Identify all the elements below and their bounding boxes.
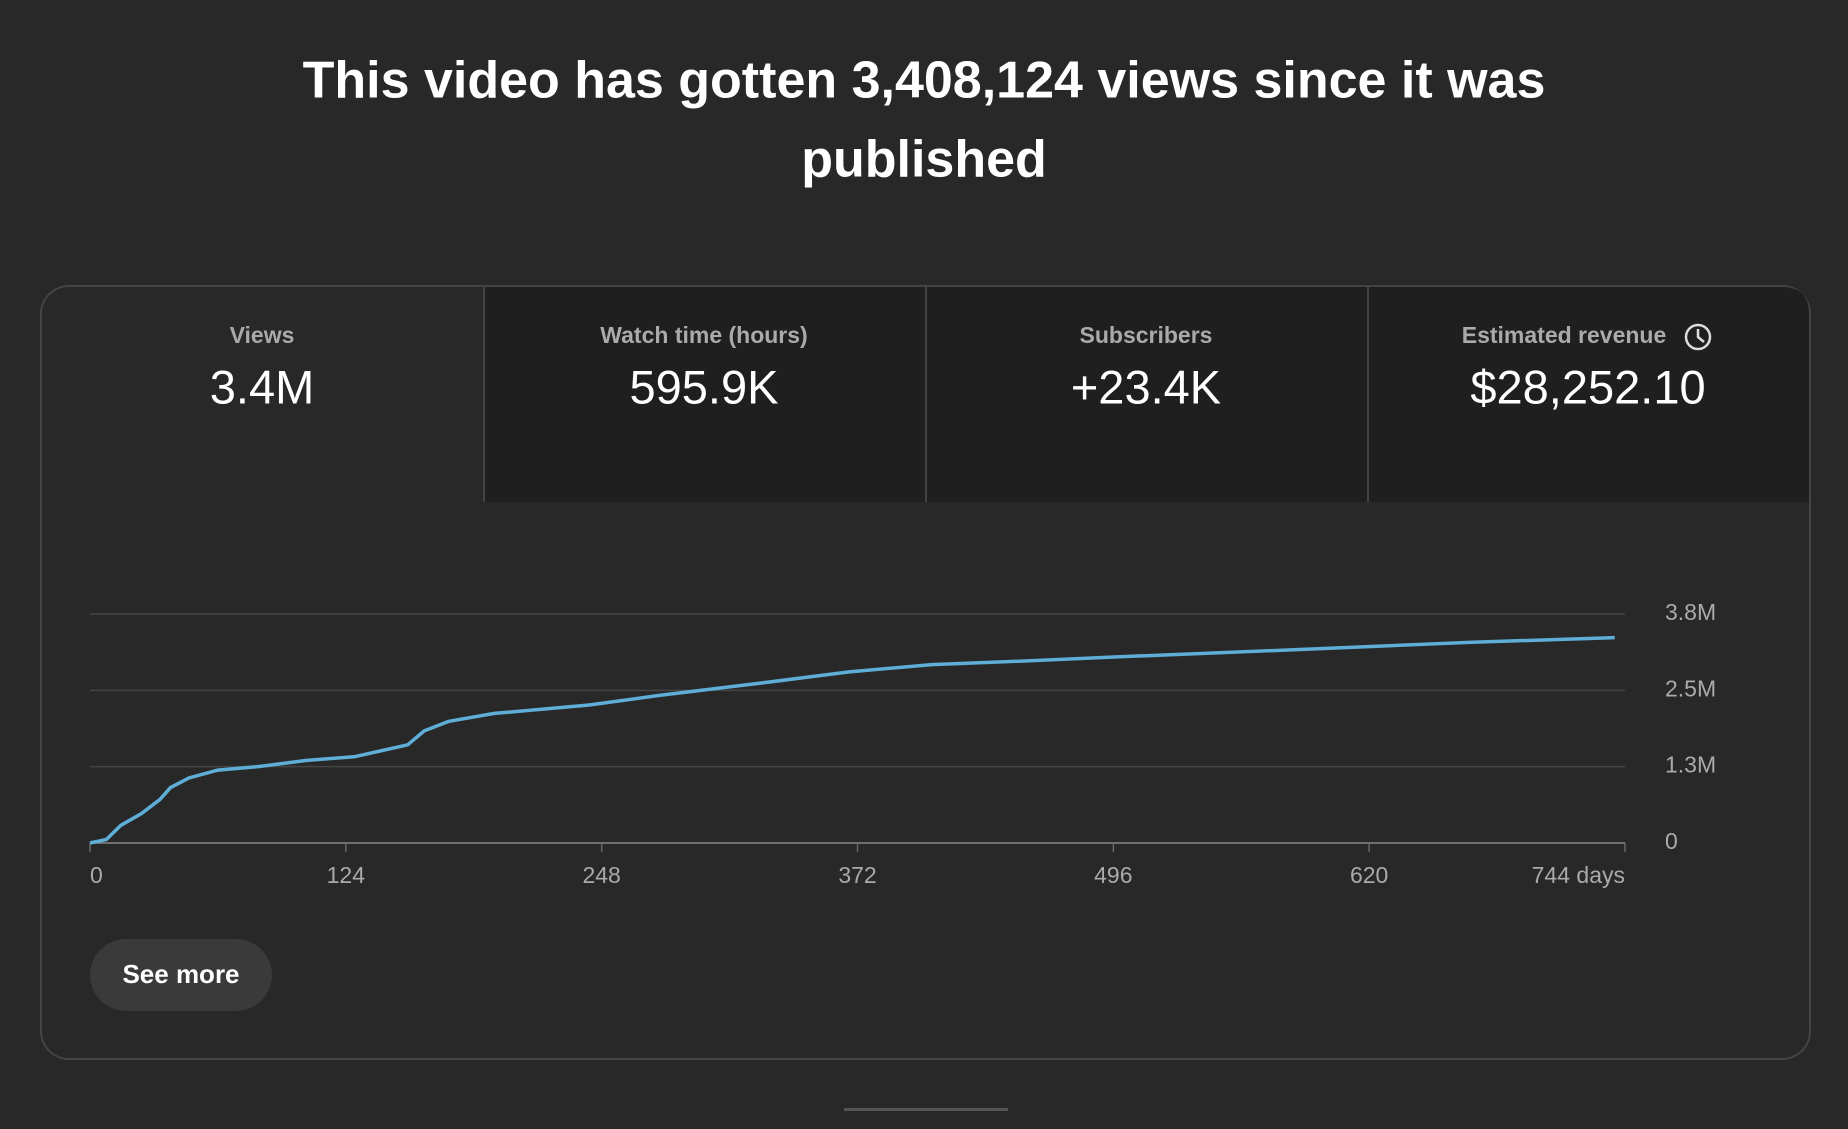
metric-value: 595.9K xyxy=(630,360,779,413)
x-tick-label: 124 xyxy=(327,862,366,888)
x-tick-label: 372 xyxy=(838,862,876,888)
home-indicator xyxy=(844,1108,1008,1111)
x-tick-label: 248 xyxy=(582,862,620,888)
y-tick-label: 2.5M xyxy=(1665,675,1716,701)
page-title: This video has gotten 3,408,124 views si… xyxy=(303,52,1546,110)
button-bg[interactable] xyxy=(90,939,272,1011)
metric-label: Subscribers xyxy=(1080,322,1213,348)
clock-icon xyxy=(1684,323,1712,351)
metric-value: +23.4K xyxy=(1071,360,1221,413)
chart: 0 1.3M 2.5M 3.8M 0 124 248 372 496 620 744 days xyxy=(89,599,1716,888)
see-more-button[interactable]: See more xyxy=(90,939,272,1011)
y-tick-label: 1.3M xyxy=(1665,752,1716,778)
x-tick-label: 744 days xyxy=(1532,862,1625,888)
y-tick-label: 3.8M xyxy=(1665,599,1716,625)
metrics: Views 3.4M Watch time (hours) 595.9K Subscri… xyxy=(210,322,1706,413)
x-tick-label: 0 xyxy=(90,862,103,888)
metric-label: Estimated revenue xyxy=(1462,322,1667,348)
card xyxy=(40,285,1811,1060)
x-tick-label: 496 xyxy=(1094,862,1132,888)
x-tick-label: 620 xyxy=(1350,862,1388,888)
metric-value: $28,252.10 xyxy=(1470,360,1705,413)
tab-bg xyxy=(484,287,1809,502)
metric-label: Views xyxy=(230,322,295,348)
metric-label: Watch time (hours) xyxy=(600,322,807,348)
y-tick-label: 0 xyxy=(1665,828,1678,854)
button-label[interactable]: See more xyxy=(122,959,239,989)
line-series xyxy=(89,635,1615,845)
metric-value: 3.4M xyxy=(210,360,315,413)
page-title: published xyxy=(801,131,1047,189)
